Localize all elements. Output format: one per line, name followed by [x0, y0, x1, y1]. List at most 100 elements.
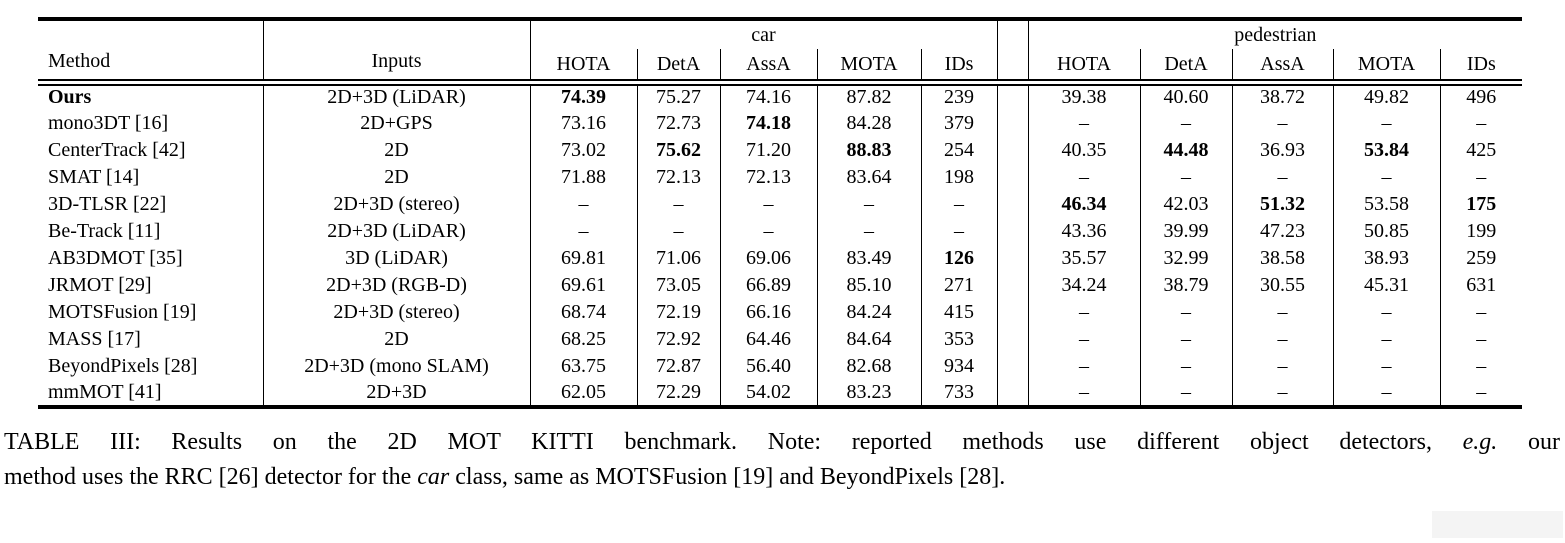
- car-metric-cell: –: [954, 219, 965, 242]
- inputs-cell: 2D: [263, 163, 531, 191]
- pedestrian-metric-cell: 39.38: [1028, 82, 1141, 110]
- car-metric-cell: 72.13: [637, 163, 721, 191]
- group-spacer-cell: [996, 109, 1029, 137]
- method-cell: mmMOT [41]: [38, 379, 264, 407]
- pedestrian-metric-cell: –: [1028, 379, 1141, 407]
- car-metric-cell: 74.18: [720, 109, 818, 137]
- pedestrian-metric-cell: –: [1333, 325, 1441, 353]
- method-cell: BeyondPixels [28]: [38, 352, 264, 380]
- group-spacer-cell: [996, 217, 1029, 245]
- car-metric-cell: 83.64: [817, 163, 922, 191]
- pedestrian-metric-cell: –: [1333, 109, 1441, 137]
- pedestrian-metric-cell: –: [1476, 327, 1487, 350]
- inputs-cell: 2D+3D: [263, 379, 531, 407]
- car-metric-cell: –: [637, 190, 721, 218]
- car-metric-cell: 271: [944, 273, 975, 296]
- method-cell: MASS [17]: [38, 325, 264, 353]
- car-metric-cell: 71.20: [720, 136, 818, 164]
- col-header-pedestrian-assa: AssA: [1232, 49, 1334, 86]
- car-metric-cell: 83.49: [817, 244, 922, 272]
- inputs-cell: 2D: [263, 325, 531, 353]
- pedestrian-metric-cell: –: [1140, 352, 1233, 380]
- car-metric-cell: 66.16: [720, 298, 818, 326]
- pedestrian-metric-cell: 34.24: [1028, 271, 1141, 299]
- caption-text-segment: our: [1497, 428, 1560, 455]
- pedestrian-metric-cell: 38.72: [1232, 82, 1334, 110]
- method-cell: MOTSFusion [19]: [38, 298, 264, 326]
- method-cell: mono3DT [16]: [38, 109, 264, 137]
- car-metric-cell: 85.10: [817, 271, 922, 299]
- pedestrian-metric-cell: 39.99: [1140, 217, 1233, 245]
- pedestrian-metric-cell: 35.57: [1028, 244, 1141, 272]
- method-cell: SMAT [14]: [38, 163, 264, 191]
- pedestrian-metric-cell: 53.84: [1333, 136, 1441, 164]
- car-metric-cell: 72.19: [637, 298, 721, 326]
- col-header-car-deta: DetA: [637, 49, 721, 86]
- method-cell: 3D-TLSR [22]: [38, 190, 264, 218]
- car-metric-cell: –: [530, 190, 638, 218]
- col-header-pedestrian-ids: IDs: [1440, 49, 1523, 86]
- pedestrian-metric-cell: –: [1232, 298, 1334, 326]
- table-row: MASS [17] 2D 68.25 72.92 64.46 84.64 353– – – – –: [38, 325, 1522, 353]
- group-spacer-cell: [996, 136, 1029, 164]
- car-metric-cell: –: [530, 217, 638, 245]
- table-row: AB3DMOT [35] 3D (LiDAR) 69.81 71.06 69.06 83.…: [38, 244, 1522, 272]
- pedestrian-metric-cell: –: [1476, 111, 1487, 134]
- table-caption: TABLE III: Results on the 2D MOT KITTI b…: [4, 425, 1560, 495]
- car-metric-cell: 379: [944, 111, 975, 134]
- car-metric-cell: 69.81: [530, 244, 638, 272]
- pedestrian-metric-cell: –: [1028, 109, 1141, 137]
- car-metric-cell: 63.75: [530, 352, 638, 380]
- pedestrian-metric-cell: –: [1028, 325, 1141, 353]
- pedestrian-metric-cell: –: [1232, 352, 1334, 380]
- table-row: Ours 2D+3D (LiDAR) 74.39 75.27 74.16 87.82 239…: [38, 82, 1522, 110]
- car-metric-cell: 239: [944, 86, 975, 109]
- header-group-row: Method Inputs car pedestrian: [38, 19, 1522, 86]
- caption-line-2: method uses the RRC [26] detector for th…: [4, 460, 1560, 495]
- car-metric-cell: 73.02: [530, 136, 638, 164]
- car-metric-cell: 733: [944, 380, 975, 403]
- method-column-header: Method: [38, 19, 264, 86]
- car-metric-cell: 415: [944, 300, 975, 323]
- pedestrian-metric-cell: –: [1333, 379, 1441, 407]
- group-spacer-cell: [996, 163, 1029, 191]
- car-metric-cell: 73.05: [637, 271, 721, 299]
- car-metric-cell: 74.39: [530, 82, 638, 110]
- pedestrian-metric-cell: –: [1140, 109, 1233, 137]
- pedestrian-metric-cell: –: [1232, 379, 1334, 407]
- car-metric-cell: 254: [944, 138, 975, 161]
- car-metric-cell: 72.87: [637, 352, 721, 380]
- car-metric-cell: –: [720, 217, 818, 245]
- car-metric-cell: 71.06: [637, 244, 721, 272]
- method-cell: CenterTrack [42]: [38, 136, 264, 164]
- table-header: Method Inputs car pedestrian HOTA DetA AssA MOT…: [38, 19, 1523, 86]
- pedestrian-metric-cell: –: [1232, 163, 1334, 191]
- table-row: BeyondPixels [28] 2D+3D (mono SLAM) 63.75 7…: [38, 352, 1522, 380]
- car-metric-cell: 353: [944, 327, 975, 350]
- col-header-pedestrian-hota: HOTA: [1028, 49, 1141, 86]
- car-metric-cell: 72.29: [637, 379, 721, 407]
- table-row: mono3DT [16] 2D+GPS 73.16 72.73 74.18 84.28 37…: [38, 109, 1522, 137]
- pedestrian-metric-cell: –: [1140, 325, 1233, 353]
- table-body: Ours 2D+3D (LiDAR) 74.39 75.27 74.16 87.82 239…: [38, 82, 1522, 407]
- inputs-cell: 2D+3D (stereo): [263, 298, 531, 326]
- pedestrian-metric-cell: 45.31: [1333, 271, 1441, 299]
- pedestrian-metric-cell: 259: [1466, 246, 1497, 269]
- pedestrian-metric-cell: 53.58: [1333, 190, 1441, 218]
- car-metric-cell: 75.27: [637, 82, 721, 110]
- selection-highlight-artifact: [1432, 511, 1563, 538]
- table-row: mmMOT [41] 2D+3D 62.05 72.29 54.02 83.23 733– –…: [38, 379, 1522, 407]
- pedestrian-metric-cell: –: [1140, 163, 1233, 191]
- table-row: MOTSFusion [19] 2D+3D (stereo) 68.74 72.19 6…: [38, 298, 1522, 326]
- car-metric-cell: –: [720, 190, 818, 218]
- pedestrian-metric-cell: 199: [1466, 219, 1497, 242]
- car-metric-cell: 88.83: [817, 136, 922, 164]
- group-spacer-cell: [996, 325, 1029, 353]
- car-metric-cell: 64.46: [720, 325, 818, 353]
- pedestrian-metric-cell: –: [1476, 380, 1487, 403]
- group-spacer-column: [996, 19, 1029, 86]
- car-metric-cell: 84.64: [817, 325, 922, 353]
- inputs-cell: 2D+3D (LiDAR): [263, 82, 531, 110]
- car-metric-cell: 75.62: [637, 136, 721, 164]
- car-metric-cell: 69.61: [530, 271, 638, 299]
